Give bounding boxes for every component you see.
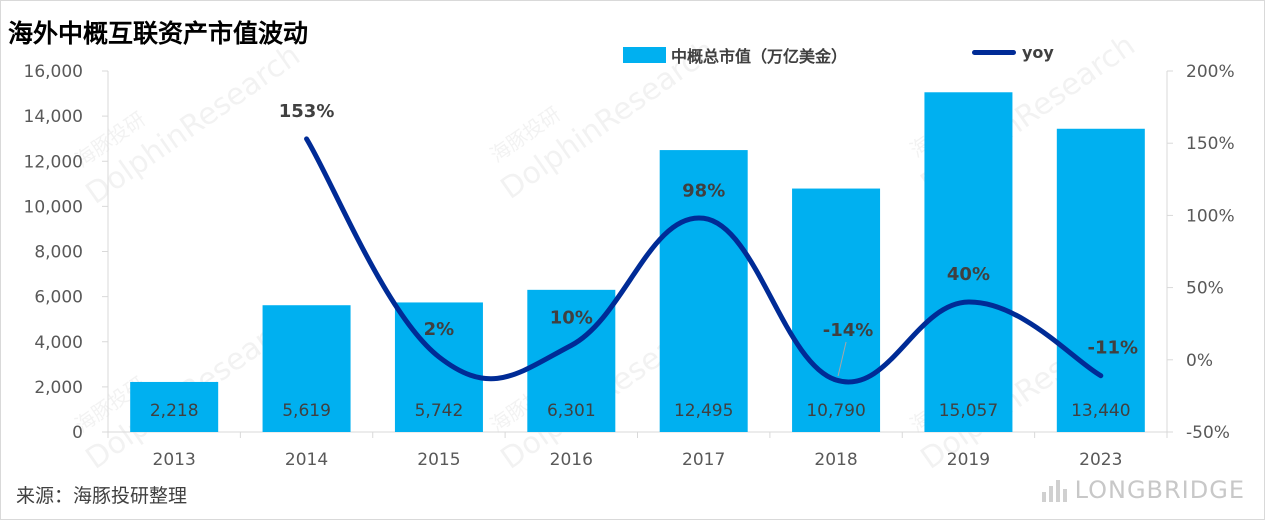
x-tick-label: 2019 <box>947 450 990 470</box>
x-tick-label: 2023 <box>1079 450 1122 470</box>
bar-value-label: 15,057 <box>939 401 998 421</box>
y-left-tick-label: 12,000 <box>24 152 83 172</box>
bar <box>1056 128 1145 432</box>
x-tick-label: 2017 <box>682 450 725 470</box>
yoy-value-label: 2% <box>424 319 455 340</box>
chart-legend: 中概总市值（万亿美金） yoy <box>0 43 1265 71</box>
y-left-tick-label: 6,000 <box>34 288 83 308</box>
bar-value-label: 5,619 <box>282 401 331 421</box>
y-right-tick-label: 200% <box>1186 62 1235 82</box>
x-tick-label: 2016 <box>550 450 593 470</box>
x-tick-label: 2013 <box>153 450 196 470</box>
y-right-tick-label: 50% <box>1186 279 1224 299</box>
bar-value-label: 12,495 <box>674 401 733 421</box>
y-left-tick-label: 14,000 <box>24 107 83 127</box>
source-note: 来源：海豚投研整理 <box>16 485 188 507</box>
bar-value-label: 2,218 <box>150 401 199 421</box>
y-left-tick-label: 8,000 <box>34 243 83 263</box>
longbridge-logo: LONGBRIDGE <box>1041 476 1245 504</box>
bar <box>130 381 219 432</box>
legend-item-yoy: yoy <box>972 43 1054 62</box>
x-tick-label: 2015 <box>417 450 460 470</box>
x-tick-label: 2018 <box>814 450 857 470</box>
bar <box>924 92 1013 433</box>
legend-label-yoy: yoy <box>1022 43 1054 62</box>
y-left-tick-label: 10,000 <box>24 197 83 217</box>
yoy-line <box>304 136 1104 385</box>
bar-value-label: 10,790 <box>806 401 865 421</box>
legend-swatch-line <box>972 50 1016 55</box>
legend-item-market-cap: 中概总市值（万亿美金） <box>623 43 847 67</box>
y-right-tick-label: 150% <box>1186 134 1235 154</box>
y-left-tick-label: 2,000 <box>34 378 83 398</box>
bar <box>792 188 881 432</box>
chart-title: 海外中概互联资产市值波动 <box>8 19 309 48</box>
yoy-value-label: -11% <box>1088 338 1139 359</box>
bar-value-label: 5,742 <box>415 401 464 421</box>
y-left-tick-label: 16,000 <box>24 62 83 82</box>
bars-logo-icon <box>1041 478 1067 502</box>
y-left-tick-label: 4,000 <box>34 333 83 353</box>
logo-text: LONGBRIDGE <box>1074 476 1245 504</box>
bar <box>659 150 748 433</box>
bar <box>262 305 351 432</box>
yoy-value-label: -14% <box>823 320 874 341</box>
bar-value-label: 6,301 <box>547 401 596 421</box>
yoy-value-label: 40% <box>947 264 990 285</box>
legend-label-market-cap: 中概总市值（万亿美金） <box>671 47 848 66</box>
legend-swatch-bar <box>623 47 666 63</box>
x-tick-label: 2014 <box>285 450 328 470</box>
y-left-tick-label: 0 <box>72 423 83 443</box>
yoy-value-label: 98% <box>682 180 725 201</box>
yoy-value-label: 10% <box>550 307 593 328</box>
label-leader-line <box>837 341 847 377</box>
bar-value-label: 13,440 <box>1071 401 1130 421</box>
yoy-value-label: 153% <box>279 101 335 122</box>
y-right-tick-label: 100% <box>1186 206 1235 226</box>
y-right-tick-label: 0% <box>1186 351 1213 371</box>
y-right-tick-label: -50% <box>1186 423 1230 443</box>
